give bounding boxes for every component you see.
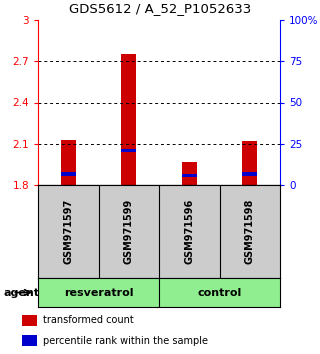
Text: GDS5612 / A_52_P1052633: GDS5612 / A_52_P1052633 (69, 2, 251, 15)
Text: GSM971599: GSM971599 (124, 199, 134, 264)
Text: GSM971597: GSM971597 (63, 199, 73, 264)
Bar (182, 174, 197, 177)
Text: GSM971598: GSM971598 (245, 199, 255, 264)
Bar (22, 335, 37, 347)
Bar (242, 141, 257, 185)
Bar (242, 172, 257, 176)
Text: agent: agent (3, 287, 39, 297)
Bar (61, 139, 76, 185)
Text: percentile rank within the sample: percentile rank within the sample (43, 336, 208, 346)
Text: resveratrol: resveratrol (64, 287, 133, 297)
Bar (61, 172, 76, 176)
Text: GSM971596: GSM971596 (184, 199, 194, 264)
Bar (121, 149, 136, 152)
Bar (121, 55, 136, 185)
Text: control: control (197, 287, 242, 297)
Text: transformed count: transformed count (43, 315, 133, 325)
Bar (22, 314, 37, 326)
Bar (182, 162, 197, 185)
